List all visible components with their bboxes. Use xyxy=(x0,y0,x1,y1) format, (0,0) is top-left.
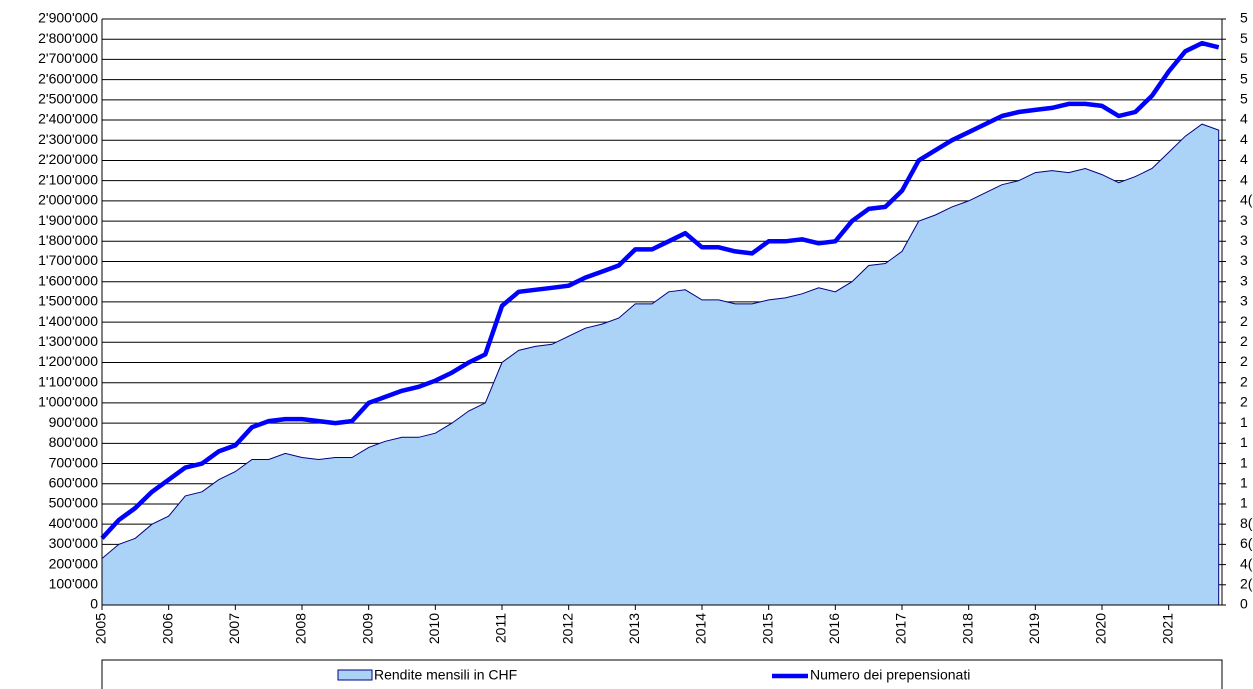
y2-tick-label: 1 xyxy=(1240,414,1248,430)
y-tick-label: 500'000 xyxy=(49,495,99,511)
y-tick-label: 0 xyxy=(90,596,98,612)
y2-tick-label: 1 xyxy=(1240,474,1248,490)
y-tick-label: 1'100'000 xyxy=(38,373,98,389)
y2-tick-label: 3 xyxy=(1240,272,1248,288)
y-tick-label: 2'600'000 xyxy=(38,70,98,86)
y-tick-label: 2'400'000 xyxy=(38,111,98,127)
x-tick-label: 2008 xyxy=(293,613,309,644)
y2-tick-label: 3 xyxy=(1240,212,1248,228)
y-tick-label: 1'600'000 xyxy=(38,272,98,288)
area xyxy=(101,123,1220,606)
y-tick-label: 700'000 xyxy=(49,454,99,470)
y-tick-label: 100'000 xyxy=(49,575,99,591)
y-tick-label: 1'200'000 xyxy=(38,353,98,369)
y2-tick-label: 2 xyxy=(1240,373,1248,389)
y2-tick-label: 3 xyxy=(1240,293,1248,309)
y-tick-label: 2'300'000 xyxy=(38,131,98,147)
y2-tick-label: 2 xyxy=(1240,353,1248,369)
y2-tick-label: 5 xyxy=(1240,70,1248,86)
y2-tick-label: 2 xyxy=(1240,333,1248,349)
y-tick-label: 1'900'000 xyxy=(38,212,98,228)
y-tick-label: 2'500'000 xyxy=(38,91,98,107)
legend-label: Numero dei prepensionati xyxy=(810,667,970,683)
y2-tick-label: 4( xyxy=(1240,555,1253,571)
y2-tick-label: 1 xyxy=(1240,434,1248,450)
legend-box xyxy=(101,659,1223,689)
x-tick-label: 2016 xyxy=(826,613,842,644)
y2-tick-label: 4 xyxy=(1240,171,1248,187)
x-tick-label: 2013 xyxy=(626,613,642,644)
legend-label: Rendite mensili in CHF xyxy=(374,667,517,683)
y2-tick-label: 5 xyxy=(1240,91,1248,107)
x-tick-label: 2011 xyxy=(493,613,509,643)
y2-tick-label: 5 xyxy=(1240,10,1248,26)
y2-tick-label: 4 xyxy=(1240,131,1248,147)
y-tick-label: 600'000 xyxy=(49,474,99,490)
y2-tick-label: 0 xyxy=(1240,596,1248,612)
y2-tick-label: 3 xyxy=(1240,232,1248,248)
y-tick-label: 1'000'000 xyxy=(38,394,98,410)
y-tick-label: 2'100'000 xyxy=(38,171,98,187)
y2-tick-label: 2( xyxy=(1240,575,1253,591)
y-tick-label: 1'300'000 xyxy=(38,333,98,349)
x-tick-label: 2021 xyxy=(1159,613,1175,644)
line xyxy=(100,40,1220,540)
y2-tick-label: 5 xyxy=(1240,30,1248,46)
y2-tick-label: 2 xyxy=(1240,313,1248,329)
y-tick-label: 300'000 xyxy=(49,535,99,551)
y-tick-label: 2'800'000 xyxy=(38,30,98,46)
y-tick-label: 2'700'000 xyxy=(38,50,98,66)
y2-tick-label: 4( xyxy=(1240,192,1253,208)
x-tick-label: 2018 xyxy=(959,613,975,644)
x-tick-label: 2007 xyxy=(226,613,242,644)
y-tick-label: 1'400'000 xyxy=(38,313,98,329)
y-tick-label: 900'000 xyxy=(49,414,99,430)
x-tick-label: 2019 xyxy=(1026,613,1042,644)
y2-tick-label: 1 xyxy=(1240,454,1248,470)
y-tick-label: 400'000 xyxy=(49,515,99,531)
x-tick-label: 2009 xyxy=(359,613,375,644)
y2-tick-label: 5 xyxy=(1240,50,1248,66)
legend-swatch xyxy=(337,669,373,681)
y2-tick-label: 8( xyxy=(1240,515,1253,531)
y-tick-label: 2'200'000 xyxy=(38,151,98,167)
y-tick-label: 2'900'000 xyxy=(38,10,98,26)
x-tick-label: 2012 xyxy=(559,613,575,644)
y-tick-label: 1'500'000 xyxy=(38,293,98,309)
y-tick-label: 1'800'000 xyxy=(38,232,98,248)
y2-tick-label: 4 xyxy=(1240,151,1248,167)
y2-tick-label: 1 xyxy=(1240,495,1248,511)
x-tick-label: 2005 xyxy=(93,613,109,644)
y-tick-label: 800'000 xyxy=(49,434,99,450)
y2-tick-label: 2 xyxy=(1240,394,1248,410)
x-tick-label: 2020 xyxy=(1093,613,1109,644)
y2-tick-label: 3 xyxy=(1240,252,1248,268)
x-tick-label: 2010 xyxy=(426,613,442,644)
y2-tick-label: 6( xyxy=(1240,535,1253,551)
y-tick-label: 2'000'000 xyxy=(38,192,98,208)
y2-tick-label: 4 xyxy=(1240,111,1248,127)
x-tick-label: 2006 xyxy=(159,613,175,644)
x-tick-label: 2017 xyxy=(893,613,909,644)
y-tick-label: 1'700'000 xyxy=(38,252,98,268)
y-tick-label: 200'000 xyxy=(49,555,99,571)
legend: Rendite mensili in CHF Numero dei prepens… xyxy=(101,659,1223,689)
x-tick-label: 2015 xyxy=(759,613,775,644)
x-tick-label: 2014 xyxy=(693,613,709,644)
